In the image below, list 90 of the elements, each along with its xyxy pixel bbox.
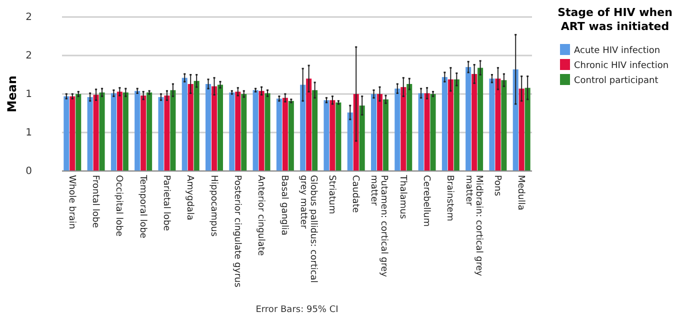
bar	[306, 78, 312, 171]
bar	[524, 88, 530, 171]
x-tick-label: Brainstem	[444, 175, 455, 222]
x-tick-label: Striatum	[326, 175, 336, 214]
x-tick-label: Caudate	[350, 175, 360, 214]
bar	[164, 96, 170, 171]
bar	[212, 86, 218, 171]
bar	[93, 94, 99, 171]
bar	[442, 77, 448, 171]
bar	[146, 92, 152, 171]
x-tick-label: Temporal lobe	[137, 174, 148, 239]
bar	[300, 84, 306, 171]
bar	[182, 78, 188, 171]
bar	[264, 93, 270, 171]
bar	[158, 97, 164, 171]
bar	[252, 90, 258, 171]
bar	[170, 90, 176, 171]
bar	[258, 90, 264, 171]
x-tick-label: Amygdala	[184, 175, 195, 220]
legend-title: Stage of HIV when ART was initiated	[558, 6, 672, 33]
x-tick-label: Midbrain: cortical grey matter	[463, 175, 484, 277]
bar	[418, 93, 424, 171]
bar	[394, 88, 400, 171]
bar	[116, 92, 122, 171]
x-tick-label: Thalamus	[397, 174, 408, 220]
bar	[478, 68, 484, 171]
y-tick-label: 2	[26, 50, 32, 62]
bar	[400, 87, 406, 171]
bar	[188, 84, 194, 171]
bar	[134, 90, 140, 171]
bar	[110, 93, 116, 171]
bar	[376, 94, 382, 171]
bar	[330, 100, 336, 171]
bar	[87, 97, 93, 171]
bar	[454, 79, 460, 171]
bar	[282, 98, 288, 171]
text: Error Bars: 95% CI	[256, 305, 338, 315]
bar	[217, 84, 223, 171]
bar	[430, 94, 436, 171]
bar	[194, 80, 200, 171]
y-axis-title: Mean	[5, 76, 19, 112]
bar	[276, 98, 282, 171]
x-tick-label: Whole brain	[66, 175, 76, 230]
y-tick-label: 2	[26, 12, 32, 24]
bar	[501, 80, 507, 171]
y-tick-label: 1	[26, 89, 32, 100]
bar	[70, 96, 76, 171]
bar	[448, 79, 454, 171]
y-tick-label: 0	[26, 166, 32, 178]
legend-label: Control participant	[574, 76, 659, 86]
bar	[241, 94, 247, 171]
bar	[371, 94, 377, 171]
x-tick-label: Basal ganglia	[279, 175, 290, 236]
y-tick-label: 1	[26, 128, 32, 139]
x-tick-label: Parietal lobe	[160, 175, 171, 232]
x-tick-label: Occipital lobe	[114, 175, 124, 237]
bar	[324, 100, 330, 171]
x-tick-label: Medulla	[516, 175, 526, 210]
bar	[512, 69, 518, 171]
legend-label: Acute HIV infection	[574, 46, 660, 56]
bar	[424, 93, 430, 171]
bar	[472, 74, 478, 171]
bar	[122, 92, 128, 171]
bar	[206, 84, 212, 171]
legend-label: Chronic HIV infection	[574, 61, 669, 71]
bar	[76, 94, 82, 171]
bar	[99, 92, 105, 171]
x-tick-label: Pons	[492, 175, 502, 196]
x-tick-label: Putamen: cortical grey matter	[368, 175, 389, 278]
x-tick-label: Hippocampus	[208, 175, 218, 237]
x-tick-label: Cerebellum	[421, 175, 432, 227]
bar	[336, 102, 342, 171]
x-tick-label: Anterior cingulate	[256, 175, 266, 256]
bar	[140, 96, 146, 171]
bar	[466, 67, 472, 171]
bar	[229, 92, 235, 171]
bar	[359, 106, 365, 171]
bar	[495, 78, 501, 171]
x-tick-label: Frontal lobe	[90, 175, 100, 228]
bar	[382, 99, 388, 171]
bar	[347, 112, 353, 171]
bar	[489, 78, 495, 171]
x-tick-label: Posterior cingulate gyrus	[232, 175, 242, 288]
x-tick-label: Globus pallidus: cortical grey matter	[298, 175, 318, 283]
bar	[312, 90, 318, 171]
bar	[64, 96, 70, 171]
bar	[406, 84, 412, 171]
bar	[235, 92, 241, 171]
bar	[288, 100, 294, 171]
bar	[518, 88, 524, 171]
